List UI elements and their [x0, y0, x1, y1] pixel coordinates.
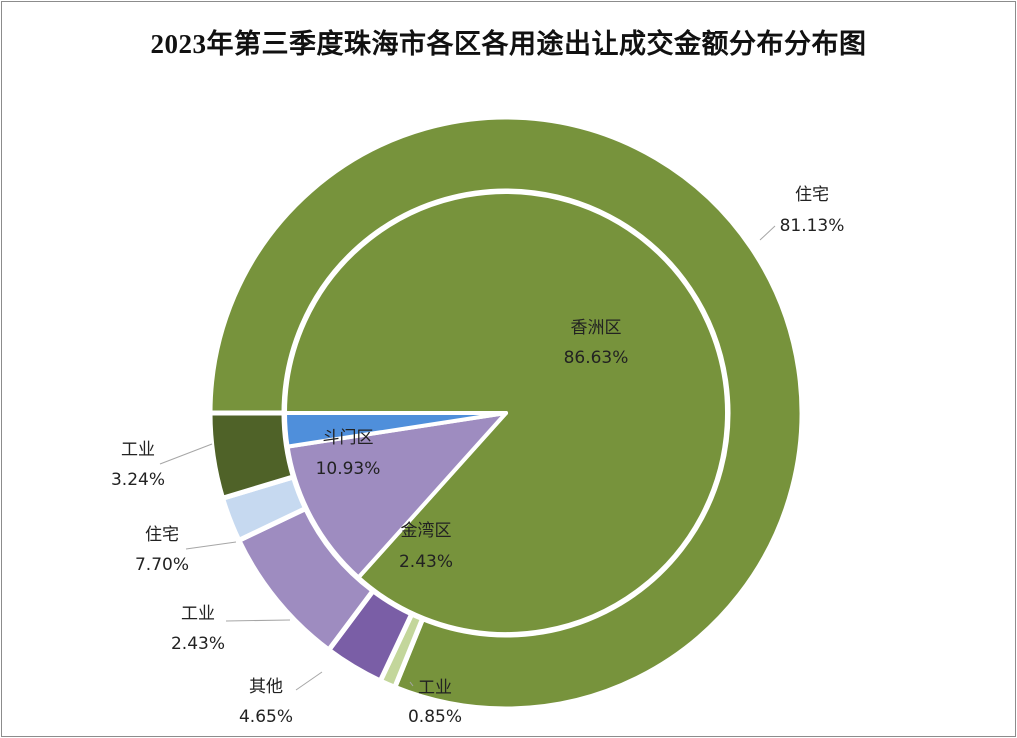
inner-pie — [283, 190, 729, 636]
inner-label-2-name-label: 金湾区 — [401, 521, 452, 541]
inner-label-0-name-label: 香洲区 — [571, 318, 622, 338]
leader-lines — [159, 225, 776, 691]
outer-label-0-name-label: 住宅 — [795, 185, 829, 205]
outer-label-5-value-label: 4.65% — [239, 707, 293, 727]
outer-label-4-name-label: 工业 — [181, 604, 215, 624]
outer-label-3-value-label: 7.70% — [135, 555, 189, 575]
leader-line-1 — [409, 681, 414, 687]
data-labels: 香洲区 86.63% 斗门区 10.93% 金湾区 2.43% 住宅 81.13% 工业 0.85… — [111, 185, 844, 727]
leader-line-2 — [159, 443, 213, 465]
outer-label-0-value-label: 81.13% — [780, 216, 845, 236]
outer-label-2-value-label: 3.24% — [111, 470, 165, 490]
inner-slice-2 — [283, 411, 508, 449]
outer-label-4-value-label: 2.43% — [171, 634, 225, 654]
leader-line-3 — [185, 541, 237, 550]
outer-label-1-value-label: 0.85% — [408, 707, 462, 727]
inner-slice-1 — [285, 411, 508, 580]
inner-label-2-value-label: 2.43% — [399, 552, 453, 572]
inner-label-1-name-label: 斗门区 — [323, 428, 374, 448]
inner-slice-0 — [283, 190, 729, 636]
outer-label-3-name-label: 住宅 — [145, 525, 179, 545]
chart-title: 2023年第三季度珠海市各区各用途出让成交金额分布分布图 — [150, 29, 867, 59]
inner-label-0-value-label: 86.63% — [564, 348, 629, 368]
outer-label-2-name-label: 工业 — [121, 440, 155, 460]
leader-line-5 — [295, 671, 323, 691]
leader-line-0 — [759, 225, 776, 241]
outer-label-1-name-label: 工业 — [418, 678, 452, 698]
leader-line-4 — [225, 619, 291, 622]
outer-label-5-name-label: 其他 — [249, 677, 283, 697]
inner-label-1-value-label: 10.93% — [316, 459, 381, 479]
